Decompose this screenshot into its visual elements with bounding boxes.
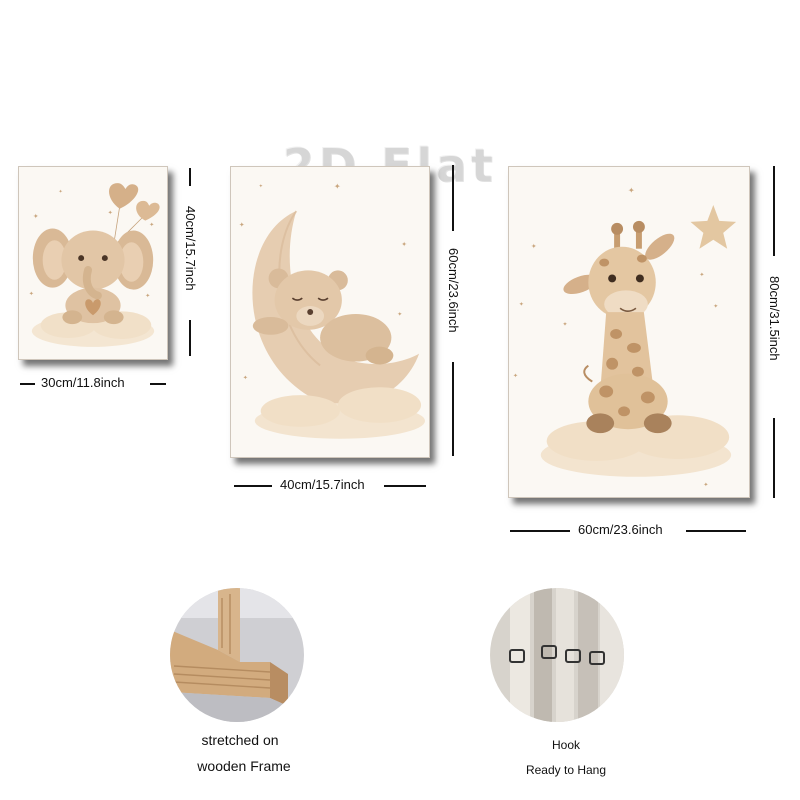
- hook-caption-line1: Hook: [551, 738, 580, 752]
- wooden-frame-caption-line2: wooden Frame: [197, 758, 291, 774]
- svg-text:✦: ✦: [149, 221, 154, 228]
- svg-text:✦: ✦: [513, 373, 518, 380]
- dim-line-medium-height-top: [452, 165, 454, 231]
- svg-text:✦: ✦: [703, 482, 708, 489]
- dim-large-height: 80cm/31.5inch: [767, 276, 782, 361]
- svg-text:✦: ✦: [519, 301, 524, 308]
- svg-text:✦: ✦: [29, 291, 34, 298]
- dim-medium-height: 60cm/23.6inch: [446, 248, 461, 333]
- svg-text:✦: ✦: [531, 243, 537, 251]
- dim-line-medium-height-bottom: [452, 362, 454, 456]
- wooden-frame-photo: [170, 588, 304, 722]
- elephant-illustration: ✦ ✦ ✦ ✦ ✦ ✦: [29, 183, 160, 347]
- svg-text:✦: ✦: [713, 303, 718, 310]
- svg-text:✦: ✦: [628, 186, 635, 195]
- svg-text:✦: ✦: [108, 210, 113, 217]
- svg-text:✦: ✦: [58, 189, 62, 195]
- svg-text:✦: ✦: [239, 221, 245, 229]
- svg-text:✦: ✦: [243, 374, 248, 381]
- bear-moon-illustration: ✦✦ ✦✦ ✦✦ ✦: [239, 182, 426, 439]
- giraffe-illustration: ✦✦ ✦✦ ✦✦ ✦✦ ✦: [513, 186, 737, 489]
- svg-text:✦: ✦: [699, 271, 704, 278]
- hook-photo: [490, 588, 624, 722]
- dim-line-large-width-left: [510, 530, 570, 532]
- dim-line-large-height-top: [773, 166, 775, 256]
- poster-giraffe: ✦✦ ✦✦ ✦✦ ✦✦ ✦: [508, 166, 750, 498]
- svg-text:✦: ✦: [397, 311, 402, 318]
- dim-medium-width: 40cm/15.7inch: [280, 477, 365, 492]
- dim-line-small-height-top: [189, 168, 191, 186]
- dim-line-medium-width-left: [234, 485, 272, 487]
- svg-text:✦: ✦: [563, 321, 568, 328]
- poster-elephant: ✦ ✦ ✦ ✦ ✦ ✦: [18, 166, 168, 360]
- dim-large-width: 60cm/23.6inch: [578, 522, 663, 537]
- hook-caption-line2: Ready to Hang: [525, 763, 607, 777]
- wooden-frame-icon: [170, 588, 304, 722]
- dim-line-large-height-bottom: [773, 418, 775, 498]
- dim-line-small-width-right: [150, 383, 166, 385]
- dim-line-medium-width-right: [384, 485, 426, 487]
- wooden-frame-caption-line1: stretched on: [201, 732, 279, 748]
- dim-line-large-width-right: [686, 530, 746, 532]
- dim-line-small-height-bottom: [189, 320, 191, 356]
- svg-text:✦: ✦: [33, 213, 39, 221]
- svg-text:✦: ✦: [401, 241, 407, 249]
- dim-line-small-width-left: [20, 383, 35, 385]
- dim-small-width: 30cm/11.8inch: [41, 375, 125, 390]
- svg-text:✦: ✦: [334, 182, 341, 191]
- hook-icon: [490, 588, 624, 722]
- svg-text:✦: ✦: [145, 293, 150, 300]
- svg-text:✦: ✦: [259, 183, 263, 189]
- poster-bear-moon: ✦✦ ✦✦ ✦✦ ✦: [230, 166, 430, 458]
- dim-small-height: 40cm/15.7inch: [183, 206, 198, 291]
